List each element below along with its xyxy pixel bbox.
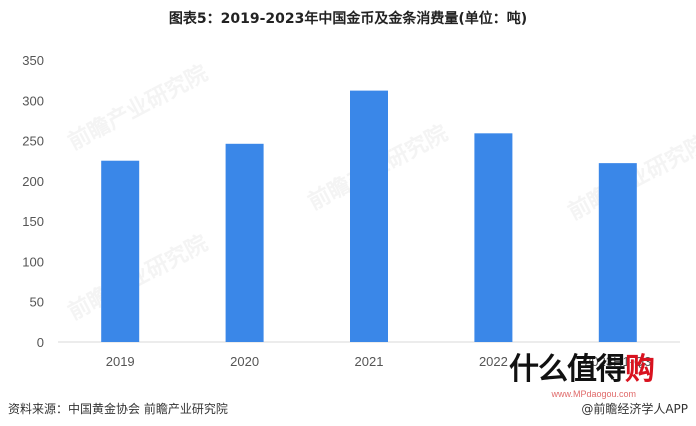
x-tick-label: 2019: [106, 354, 135, 369]
watermark-logo: 什么值得购: [509, 352, 655, 387]
x-tick-label: 2022: [479, 354, 508, 369]
y-tick-label: 350: [22, 53, 44, 68]
y-tick-label: 100: [22, 254, 44, 269]
bar-2020: [225, 143, 264, 342]
y-tick-label: 300: [22, 93, 44, 108]
x-tick-label: 2020: [230, 354, 259, 369]
bar-2019: [101, 160, 140, 342]
watermark-url: www.MPdaogou.com: [551, 389, 636, 399]
bar-2021: [350, 90, 388, 342]
y-tick-label: 0: [37, 335, 44, 350]
bar-2023H1-Q3: [598, 163, 637, 342]
x-tick-label: 2023H1-Q3: [584, 354, 651, 369]
chart-title: 图表5：2019-2023年中国金币及金条消费量(单位：吨): [168, 11, 528, 27]
y-tick-label: 250: [22, 134, 44, 149]
y-tick-label: 200: [22, 174, 44, 189]
bar-2022: [474, 133, 513, 342]
y-tick-label: 150: [22, 214, 44, 229]
source-note: 资料来源：中国黄金协会 前瞻产业研究院: [8, 402, 228, 416]
brand-note: @前瞻经济学人APP: [581, 402, 688, 416]
x-tick-label: 2021: [355, 354, 384, 369]
y-tick-label: 50: [30, 295, 44, 310]
